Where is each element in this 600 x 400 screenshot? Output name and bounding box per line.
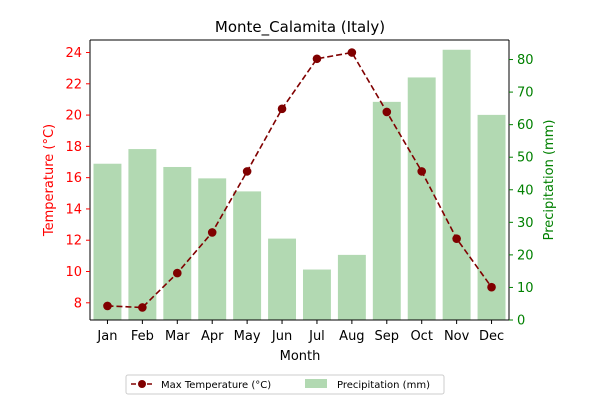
temperature-line — [107, 51, 493, 309]
temperature-point-jun — [277, 104, 287, 114]
temperature-point-mar — [172, 268, 182, 278]
right-tick-label-70: 70 — [517, 86, 534, 101]
legend: Max Temperature (°C) Precipitation (mm) — [125, 374, 445, 395]
chart-title: Monte_Calamita (Italy) — [215, 18, 385, 37]
precipitation-bar-jun — [268, 238, 297, 320]
right-tick-label-80: 80 — [517, 53, 534, 68]
left-tick-label-16: 16 — [65, 171, 82, 186]
precipitation-bar-aug — [337, 254, 366, 320]
x-axis-label: Month — [280, 349, 321, 364]
right-tick-label-60: 60 — [517, 118, 534, 133]
precipitation-bar-feb — [128, 149, 157, 320]
precipitation-bar-jan — [93, 163, 122, 320]
left-tick-label-10: 10 — [65, 265, 82, 280]
x-tick-label-jan: Jan — [96, 329, 117, 344]
temperature-line-layer — [103, 48, 496, 312]
left-tick-label-18: 18 — [65, 140, 82, 155]
left-tick-label-14: 14 — [65, 202, 82, 217]
precipitation-bar-mar — [163, 166, 192, 320]
right-tick-label-30: 30 — [517, 216, 534, 231]
x-tick-label-may: May — [234, 329, 261, 344]
legend-bar-swatch — [305, 379, 327, 388]
left-tick-label-12: 12 — [65, 234, 82, 249]
temperature-point-sep — [382, 107, 392, 117]
x-tick-label-mar: Mar — [165, 329, 190, 344]
x-tick-label-apr: Apr — [201, 329, 224, 344]
precipitation-bar-jul — [302, 269, 331, 320]
x-tick-label-dec: Dec — [479, 329, 504, 344]
temperature-point-aug — [347, 48, 357, 57]
x-tick-label-feb: Feb — [131, 329, 154, 344]
precipitation-bar-oct — [407, 77, 436, 320]
right-tick-label-20: 20 — [517, 248, 534, 263]
x-tick-label-nov: Nov — [444, 329, 470, 344]
temperature-point-feb — [138, 303, 147, 312]
right-y-axis-label: Precipitation (mm) — [542, 120, 557, 241]
temperature-point-dec — [487, 282, 496, 292]
precipitation-bar-nov — [442, 49, 471, 320]
left-y-axis-label: Temperature (°C) — [42, 124, 57, 237]
left-tick-label-20: 20 — [65, 109, 82, 124]
precipitation-bar-apr — [198, 178, 227, 320]
precipitation-bar-sep — [372, 101, 401, 320]
temperature-point-jul — [312, 54, 322, 64]
x-tick-label-oct: Oct — [410, 329, 432, 344]
left-tick-label-24: 24 — [65, 46, 82, 61]
temperature-point-oct — [417, 167, 427, 176]
precipitation-bars — [93, 49, 506, 320]
temperature-point-nov — [452, 234, 461, 243]
left-tick-label-22: 22 — [65, 77, 82, 92]
x-tick-label-sep: Sep — [375, 329, 400, 344]
legend-label-precipitation: Precipitation (mm) — [337, 380, 430, 391]
x-tick-label-jul: Jul — [308, 329, 325, 344]
ticks: Jan Feb Mar Apr May Jun Jul Aug Sep Oct Nov Dec 8 10 1… — [65, 46, 533, 344]
right-tick-label-10: 10 — [517, 281, 534, 296]
right-tick-label-40: 40 — [517, 183, 534, 198]
left-tick-label-8: 8 — [74, 296, 82, 311]
legend-frame — [125, 374, 445, 395]
legend-line-marker — [138, 380, 146, 388]
x-tick-label-aug: Aug — [339, 329, 364, 344]
right-tick-label-0: 0 — [517, 314, 525, 329]
x-tick-label-jun: Jun — [271, 329, 292, 344]
right-tick-label-50: 50 — [517, 151, 534, 166]
precipitation-bar-may — [233, 191, 262, 320]
axes — [89, 39, 510, 321]
temperature-point-apr — [207, 228, 217, 237]
temperature-point-jan — [103, 301, 112, 311]
temperature-point-may — [242, 167, 252, 176]
legend-label-temperature: Max Temperature (°C) — [161, 380, 271, 391]
